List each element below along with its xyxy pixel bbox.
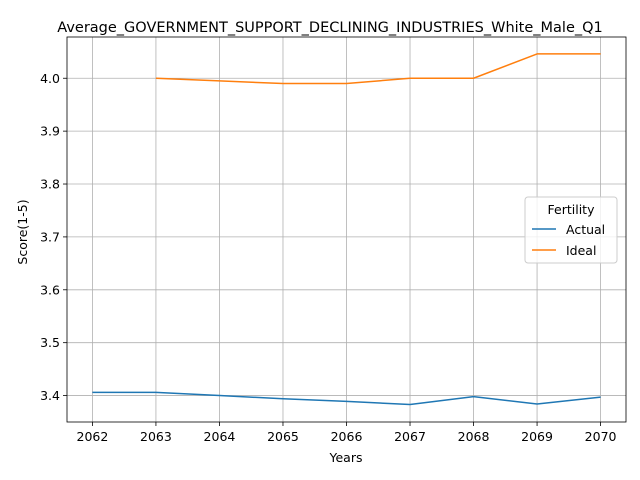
legend-label-ideal: Ideal [566,243,596,258]
x-tick-label: 2066 [331,429,363,444]
y-tick-label: 4.0 [40,71,60,86]
x-tick-label: 2068 [458,429,490,444]
chart-title: Average_GOVERNMENT_SUPPORT_DECLINING_IND… [57,20,603,36]
x-tick-label: 2069 [521,429,553,444]
x-tick-label: 2063 [140,429,172,444]
y-tick-label: 3.4 [40,388,60,403]
y-tick-label: 3.5 [40,335,60,350]
y-tick-label: 3.6 [40,282,60,297]
axis-ticks: 2062 2063 2064 2065 2066 2067 2068 2069 2070 3.4 3… [40,71,616,444]
y-tick-label: 3.7 [40,229,60,244]
y-tick-label: 3.9 [40,124,60,139]
grid-lines [67,37,626,422]
x-tick-label: 2070 [585,429,617,444]
series-lines [92,53,601,406]
legend-label-actual: Actual [566,222,605,237]
x-axis-title: Years [329,450,363,465]
legend-box [524,196,618,264]
legend-title: Fertility [548,202,596,217]
series-line-actual [92,391,601,406]
x-tick-label: 2065 [267,429,299,444]
x-tick-label: 2067 [394,429,426,444]
legend: Fertility Actual Ideal [524,196,618,264]
series-line-ideal [155,53,601,85]
y-axis-title: Score(1-5) [15,199,30,264]
y-tick-label: 3.8 [40,177,60,192]
x-tick-label: 2064 [204,429,236,444]
x-tick-label: 2062 [77,429,109,444]
